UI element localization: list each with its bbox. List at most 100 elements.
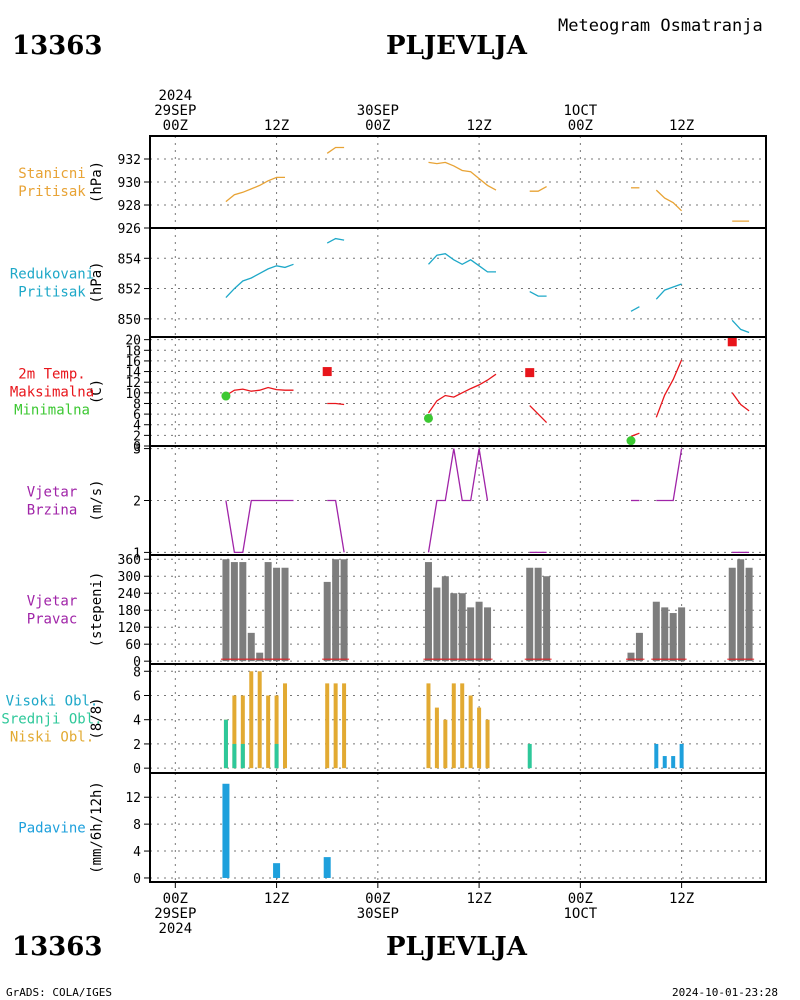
y-axis-label: (m/s) [89, 479, 105, 521]
y-tick-label: 0 [133, 440, 141, 455]
side-label: Stanicni [18, 166, 85, 182]
y-tick-label: 4 [133, 845, 141, 860]
y-axis-label: (stepeni) [89, 572, 105, 648]
bar [323, 857, 331, 878]
bar [450, 593, 458, 662]
max-temp-point [322, 367, 332, 377]
y-tick-label: 6 [133, 408, 141, 423]
y-tick-label: 60 [125, 638, 141, 653]
time-label-top: 30SEP [357, 103, 399, 119]
bar [443, 719, 448, 769]
series-line [630, 306, 640, 312]
side-label: Niski Obl. [10, 730, 94, 746]
side-label: Brzina [27, 503, 78, 519]
panel-pressure_reduced: 850 852 854 (hPa)Redukovani Pritisak [10, 227, 767, 338]
bar [222, 559, 230, 662]
bar [728, 567, 736, 662]
series-line [225, 499, 294, 554]
bar [662, 756, 667, 769]
plot-area [225, 448, 750, 554]
time-label-bottom: 00Z [568, 891, 593, 907]
y-tick-label: 0 [133, 872, 141, 887]
bar [274, 695, 279, 769]
y-axis-label: (mm/6h/12h) [89, 781, 105, 874]
series-line [326, 237, 345, 244]
series-line [327, 499, 345, 553]
side-label: Pritisak [18, 285, 86, 301]
series-line [225, 263, 294, 299]
station-name-bottom: PLJEVLJA [386, 932, 528, 962]
side-label: Minimalna [14, 403, 90, 419]
y-tick-label: 2 [133, 429, 141, 444]
bar [526, 567, 534, 662]
y-tick-label: 120 [118, 621, 141, 636]
side-label: Pravac [27, 612, 78, 628]
time-label-top: 2024 [158, 88, 192, 104]
bar [239, 562, 247, 662]
bar [679, 743, 684, 769]
side-label: Srednji Obl. [1, 712, 102, 728]
time-label-bottom: 00Z [163, 891, 188, 907]
plot-area [223, 671, 684, 769]
bar [678, 607, 686, 662]
bar [669, 613, 677, 662]
bar [249, 671, 254, 769]
y-tick-label: 4 [133, 419, 141, 434]
chart-subtitle: Meteogram Osmatranja [558, 16, 763, 36]
bar [240, 695, 245, 769]
bar [527, 743, 532, 769]
bar [635, 632, 643, 662]
time-label-top: 12Z [466, 118, 491, 134]
bar [451, 683, 456, 769]
plot-area [221, 337, 750, 446]
min-temp-point [221, 391, 231, 401]
series-line [655, 359, 683, 418]
footer-timestamp: 2024-10-01-23:28 [672, 986, 778, 999]
y-tick-label: 300 [118, 570, 141, 585]
bar [222, 783, 230, 878]
plot-area [225, 146, 750, 222]
footer-credit: GrADS: COLA/IGES [6, 986, 112, 999]
y-tick-label: 0 [133, 762, 141, 777]
bar [441, 576, 449, 662]
y-tick-label: 854 [118, 252, 142, 267]
side-label: Vjetar [27, 594, 78, 610]
series-line [656, 448, 683, 502]
side-label: Padavine [18, 821, 85, 837]
series-line [428, 161, 497, 191]
series-line [731, 392, 750, 412]
series-line [427, 448, 489, 553]
y-tick-label: 360 [118, 553, 141, 568]
bar [325, 683, 330, 769]
series-line [327, 402, 345, 406]
bar [426, 683, 431, 769]
y-tick-label: 852 [118, 283, 141, 298]
y-tick-label: 180 [118, 604, 141, 619]
min-temp-point [626, 436, 636, 446]
series-line [731, 319, 750, 334]
side-label: Redukovani [10, 267, 94, 283]
station-name-top: PLJEVLJA [386, 31, 528, 61]
panel-wind_speed: 1 2 3 (m/s) Vjetar Brzina [27, 443, 767, 561]
time-label-top: 12Z [264, 118, 289, 134]
y-tick-label: 18 [125, 344, 141, 359]
panel-pressure_station: 926 928 930 932 (hPa)Stanicni Pritisak [18, 135, 767, 237]
bar [652, 601, 660, 662]
bar [232, 743, 237, 769]
bar [458, 593, 466, 662]
y-axis-label: (8/8) [89, 697, 105, 739]
side-label: Visoki Obl. [6, 694, 99, 710]
y-tick-label: 8 [133, 665, 141, 680]
bar [468, 695, 473, 769]
plot-area [222, 783, 331, 878]
bar [273, 863, 281, 878]
bar [627, 652, 635, 662]
bar [460, 683, 465, 769]
series-line [630, 432, 640, 438]
time-label-bottom: 12Z [264, 891, 289, 907]
side-label: Vjetar [27, 485, 78, 501]
y-tick-label: 4 [133, 714, 141, 729]
bar [232, 695, 237, 769]
panel-frame [149, 227, 767, 338]
